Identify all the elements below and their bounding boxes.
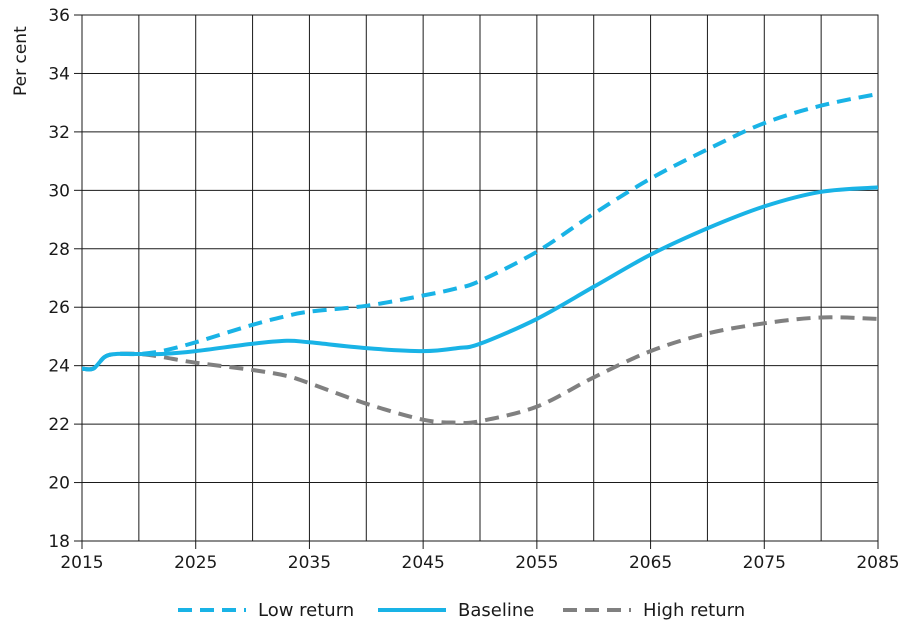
y-axis-ticks: 18 20 22 24 26 28 30 32 34 36 [48,6,82,552]
y-tick-label: 28 [48,240,70,260]
x-tick-label: 2075 [743,553,786,573]
legend-label-baseline: Baseline [458,600,534,621]
y-tick-label: 24 [48,357,70,377]
y-tick-label: 32 [48,123,70,143]
legend: Low return Baseline High return [178,600,745,621]
y-tick-label: 18 [48,532,70,552]
horizontal-gridlines [82,72,878,484]
y-tick-label: 36 [48,6,70,26]
series-line-baseline [81,185,879,372]
x-tick-label: 2065 [629,553,672,573]
series-layer [81,91,879,426]
vertical-gridlines [138,15,822,541]
y-tick-label: 30 [48,181,70,201]
x-tick-label: 2045 [402,553,445,573]
plot-frame [81,14,879,542]
x-tick-label: 2015 [60,553,103,573]
x-tick-label: 2025 [174,553,217,573]
y-tick-label: 26 [48,298,70,318]
y-tick-label: 34 [48,64,70,84]
x-tick-label: 2035 [288,553,331,573]
x-axis-ticks: 2015 2025 2035 2045 2055 2065 2075 2085 [60,541,900,573]
y-axis-title: Per cent [11,26,31,96]
x-tick-label: 2085 [856,553,899,573]
y-tick-label: 20 [48,474,70,494]
legend-label-low-return: Low return [258,600,354,621]
legend-label-high-return: High return [643,600,745,621]
x-tick-label: 2055 [515,553,558,573]
y-tick-label: 22 [48,415,70,435]
